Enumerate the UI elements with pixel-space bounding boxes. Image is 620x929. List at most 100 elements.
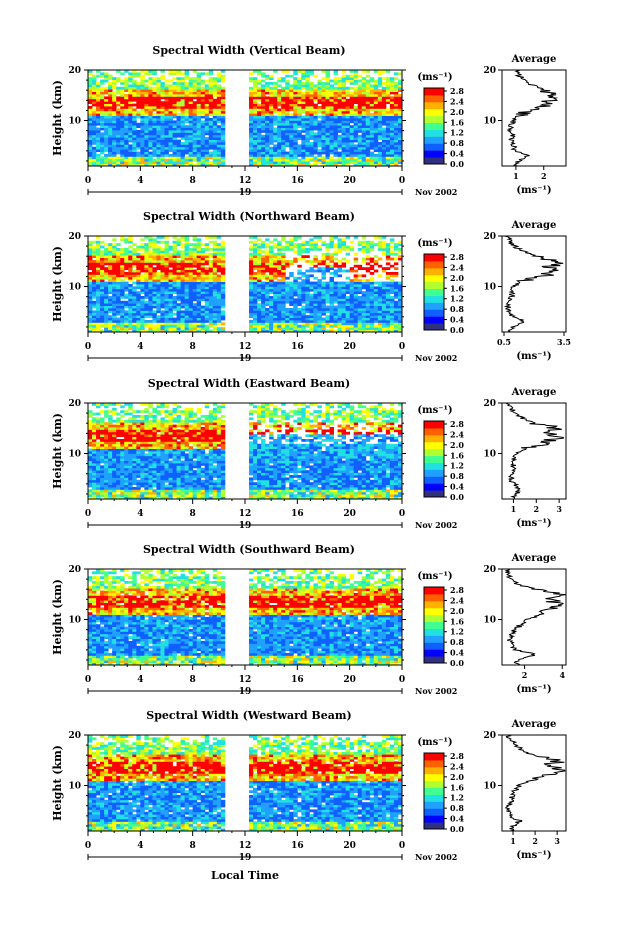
heatmap-cell [373, 115, 379, 119]
heatmap-cell [269, 151, 274, 155]
heatmap-cell [184, 245, 190, 249]
heatmap-cell [112, 139, 117, 143]
heatmap-cell [184, 257, 190, 261]
heatmap-cell [349, 96, 355, 100]
heatmap-cell [120, 130, 125, 133]
heatmap-cell [104, 110, 109, 114]
heatmap-cell [92, 279, 97, 282]
heatmap-cell [273, 327, 278, 330]
heatmap-cell [128, 250, 133, 254]
heatmap-cell [140, 291, 145, 294]
heatmap-cell [353, 320, 359, 323]
heatmap-cell [108, 317, 113, 321]
heatmap-cell [172, 276, 177, 280]
heatmap-cell [176, 130, 181, 133]
heatmap-cell [96, 255, 101, 258]
heatmap-cell [216, 120, 222, 124]
heatmap-cell [140, 281, 145, 285]
heatmap-cell [176, 96, 181, 100]
heatmap-cell [277, 146, 282, 150]
heatmap-cell [172, 240, 177, 244]
heatmap-cell [297, 298, 302, 302]
heatmap-cell [176, 163, 181, 167]
heatmap-cell [361, 308, 367, 311]
heatmap-cell [261, 130, 266, 133]
heatmap-cell [341, 293, 347, 297]
heatmap-cell [381, 108, 387, 112]
heatmap-cell [273, 161, 278, 164]
heatmap-cell [305, 120, 310, 124]
heatmap-cell [265, 324, 270, 328]
heatmap-cell [313, 163, 318, 167]
heatmap-cell [88, 264, 93, 268]
heatmap-cell [393, 86, 399, 90]
heatmap-cell [325, 267, 330, 270]
heatmap-cell [164, 101, 169, 104]
heatmap-cell [124, 281, 129, 285]
heatmap-cell [309, 113, 314, 116]
heatmap-cell [297, 137, 302, 140]
heatmap-cell [357, 317, 363, 321]
heatmap-cell [116, 120, 121, 124]
heatmap-cell [321, 327, 326, 330]
heatmap-cell [337, 120, 343, 124]
heatmap-cell [164, 291, 169, 294]
heatmap-cell [289, 158, 294, 162]
heatmap-cell [265, 322, 270, 326]
heatmap-cell [164, 320, 169, 323]
heatmap-cell [281, 296, 286, 299]
heatmap-cell [128, 91, 133, 95]
heatmap-cell [212, 79, 218, 83]
heatmap-cell [96, 252, 101, 256]
heatmap-cell [337, 125, 343, 128]
heatmap-cell [365, 132, 371, 136]
heatmap-cell [253, 108, 258, 112]
heatmap-cell [281, 134, 286, 138]
heatmap-cell [345, 146, 351, 150]
heatmap-cell [357, 279, 363, 282]
heatmap-cell [345, 245, 351, 249]
heatmap-cell [128, 132, 133, 136]
heatmap-cell [208, 144, 214, 148]
heatmap-cell [112, 132, 117, 136]
heatmap-cell [104, 98, 109, 102]
heatmap-cell [313, 115, 318, 119]
heatmap-cell [220, 291, 226, 294]
heatmap-cell [184, 276, 190, 280]
heatmap-cell [353, 118, 359, 121]
heatmap-cell [385, 108, 391, 112]
heatmap-cell [176, 310, 181, 314]
heatmap-cell [148, 72, 153, 76]
heatmap-cell [212, 132, 218, 136]
heatmap-cell [124, 125, 129, 128]
heatmap-cell [160, 269, 165, 273]
heatmap-cell [188, 267, 194, 270]
heatmap-cell [200, 113, 206, 116]
heatmap-cell [136, 248, 141, 251]
heatmap-cell [377, 240, 383, 244]
heatmap-cell [184, 293, 190, 297]
heatmap-cell [349, 320, 355, 323]
heatmap-cell [321, 113, 326, 116]
heatmap-cell [261, 84, 266, 88]
heatmap-cell [212, 317, 218, 321]
heatmap-cell [96, 310, 101, 314]
heatmap-cell [128, 86, 133, 90]
heatmap-cell [265, 120, 270, 124]
heatmap-cell [108, 310, 113, 314]
heatmap-cell [257, 308, 262, 311]
heatmap-cell [200, 269, 206, 273]
heatmap-cell [257, 70, 262, 73]
heatmap-cell [369, 245, 375, 249]
heatmap-cell [289, 315, 294, 318]
heatmap-cell [249, 312, 254, 316]
heatmap-cell [172, 137, 177, 140]
heatmap-cell [208, 113, 214, 116]
heatmap-cell [124, 118, 129, 121]
heatmap-cell [301, 101, 306, 104]
heatmap-cell [341, 142, 347, 145]
heatmap-cell [152, 281, 157, 285]
heatmap-cell [373, 142, 379, 145]
heatmap-cell [341, 317, 347, 321]
heatmap-cell [140, 329, 145, 333]
